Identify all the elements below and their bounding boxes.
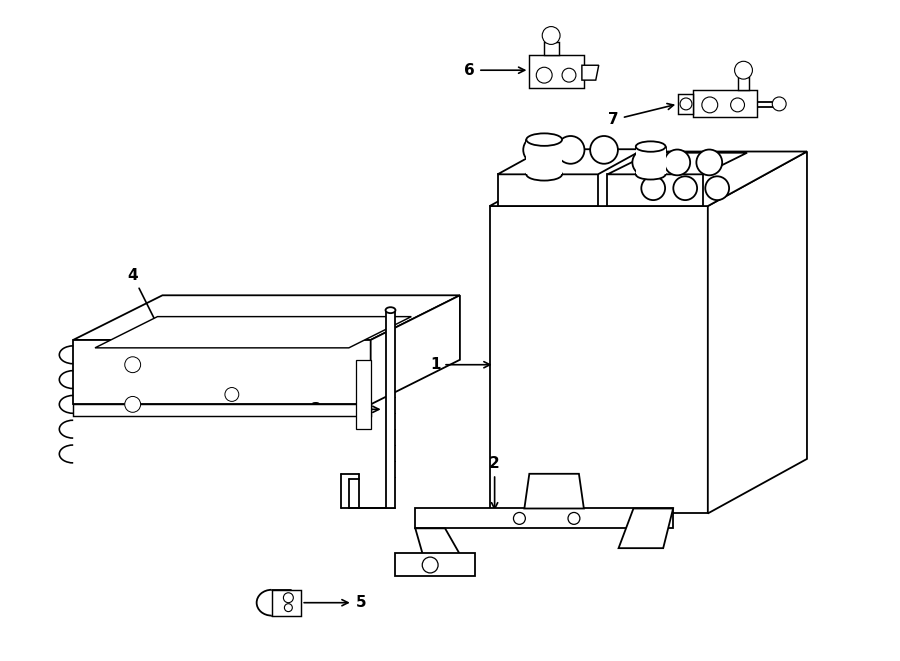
Text: 2: 2: [490, 456, 500, 509]
Circle shape: [514, 512, 526, 524]
Ellipse shape: [526, 168, 562, 180]
Circle shape: [731, 98, 744, 112]
Circle shape: [642, 176, 665, 200]
Circle shape: [568, 512, 580, 524]
Circle shape: [557, 136, 584, 164]
Text: 7: 7: [608, 104, 673, 128]
Polygon shape: [618, 508, 673, 548]
Circle shape: [664, 149, 690, 175]
Circle shape: [284, 593, 293, 603]
Polygon shape: [73, 405, 371, 416]
Polygon shape: [490, 151, 807, 206]
Polygon shape: [526, 139, 562, 175]
Circle shape: [125, 357, 140, 373]
Polygon shape: [529, 56, 584, 88]
Circle shape: [523, 136, 551, 164]
Text: 6: 6: [464, 63, 525, 78]
Circle shape: [734, 61, 752, 79]
Circle shape: [680, 98, 692, 110]
Circle shape: [562, 68, 576, 82]
Polygon shape: [272, 590, 302, 615]
Ellipse shape: [526, 134, 562, 146]
Polygon shape: [498, 175, 598, 206]
Circle shape: [284, 603, 292, 611]
Polygon shape: [544, 42, 559, 56]
Ellipse shape: [635, 169, 665, 180]
Polygon shape: [707, 151, 807, 514]
Circle shape: [590, 136, 618, 164]
Polygon shape: [738, 77, 750, 90]
Polygon shape: [73, 340, 371, 405]
Polygon shape: [356, 360, 371, 429]
Circle shape: [536, 67, 552, 83]
Polygon shape: [490, 206, 707, 514]
Text: 3: 3: [310, 402, 379, 417]
Circle shape: [706, 176, 729, 200]
Circle shape: [633, 149, 658, 175]
Polygon shape: [582, 65, 599, 80]
Circle shape: [702, 97, 717, 113]
Polygon shape: [415, 508, 673, 528]
Polygon shape: [95, 317, 411, 348]
Polygon shape: [73, 295, 460, 340]
Polygon shape: [525, 474, 584, 508]
Text: 1: 1: [430, 357, 490, 372]
Circle shape: [422, 557, 438, 573]
Ellipse shape: [635, 141, 665, 152]
Polygon shape: [371, 295, 460, 405]
Circle shape: [542, 26, 560, 44]
Polygon shape: [385, 310, 395, 508]
Polygon shape: [678, 94, 693, 114]
Polygon shape: [498, 149, 644, 175]
Polygon shape: [608, 175, 704, 206]
Circle shape: [772, 97, 787, 111]
Circle shape: [125, 397, 140, 412]
Polygon shape: [635, 147, 665, 175]
Ellipse shape: [385, 307, 395, 313]
Polygon shape: [608, 153, 747, 175]
Circle shape: [673, 176, 698, 200]
Polygon shape: [395, 553, 475, 576]
Text: 5: 5: [304, 595, 366, 610]
Circle shape: [697, 149, 722, 175]
Polygon shape: [415, 528, 465, 563]
Polygon shape: [693, 90, 758, 117]
Text: 4: 4: [128, 268, 160, 330]
Circle shape: [225, 387, 238, 401]
